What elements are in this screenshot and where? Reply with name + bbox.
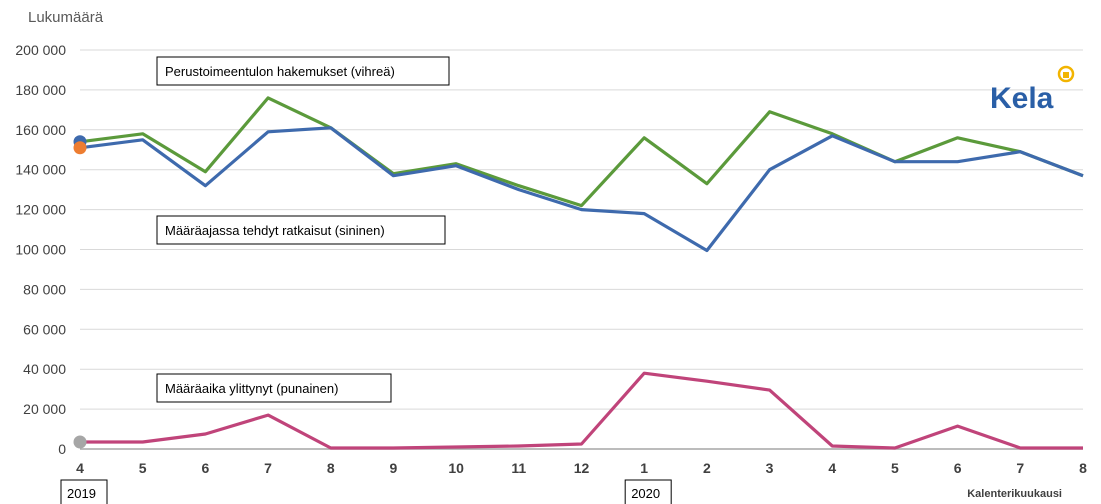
year-label-box: [624, 479, 672, 504]
x-tick-label: 5: [891, 460, 899, 476]
series-lines: [79, 96, 1084, 450]
y-tick-label: 60 000: [23, 321, 66, 337]
year-label-box: [60, 479, 108, 504]
annotation-applications: Perustoimeentulon hakemukset (vihreä): [156, 56, 450, 86]
annotation-applications-text: Perustoimeentulon hakemukset (vihreä): [165, 64, 395, 79]
year-label-text: 2020: [631, 486, 660, 501]
annotation-decisions: Määräajassa tehdyt ratkaisut (sininen): [156, 215, 446, 245]
year-label-2020: 2020: [624, 479, 672, 504]
x-tick-label: 7: [264, 460, 272, 476]
x-tick-label: 9: [390, 460, 398, 476]
x-tick-label: 4: [76, 460, 84, 476]
x-tick-label: 12: [574, 460, 590, 476]
kela-logo-text: Kela: [990, 82, 1054, 115]
y-tick-labels: 0 20 000 40 000 60 000 80 000 100 000 120 000 1…: [15, 42, 66, 457]
y-tick-label: 0: [58, 441, 66, 457]
y-tick-label: 120 000: [15, 202, 66, 218]
kela-logo: Kela: [990, 65, 1075, 115]
x-tick-label: 2: [703, 460, 711, 476]
y-tick-label: 200 000: [15, 42, 66, 58]
start-marker-2: [73, 435, 87, 449]
x-tick-label: 1: [640, 460, 648, 476]
year-labels: 2019 2020: [60, 479, 672, 504]
kela-logo-mark-center: [1063, 72, 1069, 78]
series-line-0: [79, 96, 1084, 208]
year-label-text: 2019: [67, 486, 96, 501]
x-tick-label: 8: [327, 460, 335, 476]
y-tick-label: 100 000: [15, 242, 66, 258]
x-axis-label: Kalenterikuukausi: [967, 488, 1062, 500]
annotation-overdue-text: Määräaika ylittynyt (punainen): [165, 381, 338, 396]
x-tick-label: 6: [954, 460, 962, 476]
y-axis-label: Lukumäärä: [28, 9, 104, 26]
year-label-2019: 2019: [60, 479, 108, 504]
x-tick-label: 11: [511, 460, 526, 476]
x-tick-labels: 4 5 6 7 8 9 10 11 12 1 2 3 4 5 6 7 8: [76, 460, 1087, 476]
y-tick-label: 40 000: [23, 361, 66, 377]
x-tick-label: 4: [828, 460, 836, 476]
series-line-1: [79, 126, 1084, 253]
annotation-overdue: Määräaika ylittynyt (punainen): [156, 373, 392, 403]
x-tick-label: 7: [1016, 460, 1024, 476]
start-markers: [73, 135, 87, 449]
y-tick-label: 140 000: [15, 162, 66, 178]
x-tick-label: 5: [139, 460, 147, 476]
x-tick-label: 3: [766, 460, 774, 476]
y-tick-label: 20 000: [23, 401, 66, 417]
x-tick-label: 8: [1079, 460, 1087, 476]
y-tick-label: 160 000: [15, 122, 66, 138]
annotation-decisions-text: Määräajassa tehdyt ratkaisut (sininen): [165, 223, 385, 238]
x-tick-label: 10: [448, 460, 464, 476]
y-tick-label: 80 000: [23, 281, 66, 297]
series-line-2: [80, 371, 1083, 450]
start-marker-1: [73, 141, 87, 155]
kela-logo-mark: [1057, 65, 1075, 83]
y-tick-label: 180 000: [15, 82, 66, 98]
x-tick-label: 6: [201, 460, 209, 476]
